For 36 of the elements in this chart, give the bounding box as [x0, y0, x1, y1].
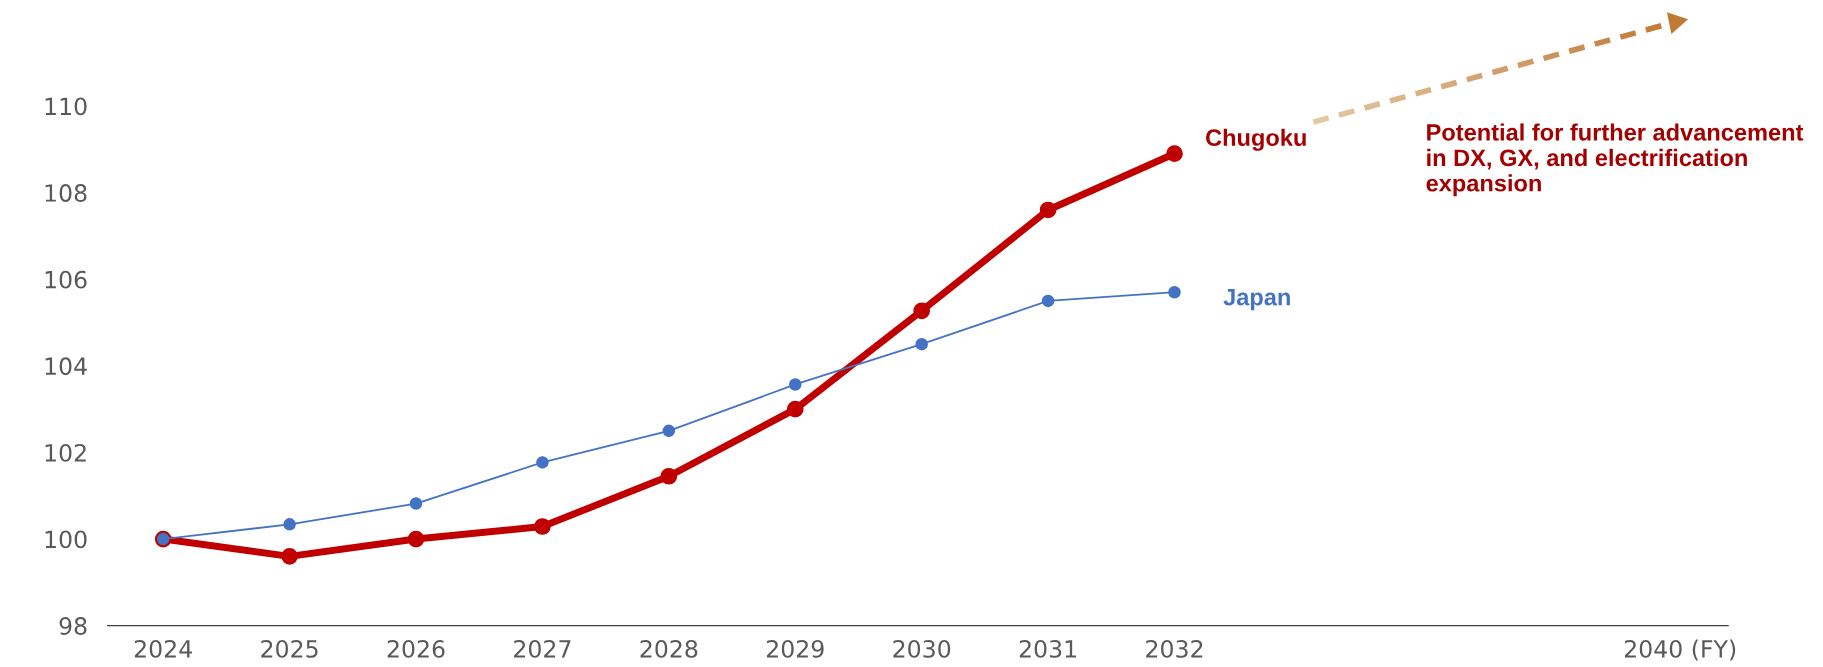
point — [915, 337, 928, 351]
point — [536, 456, 549, 469]
x-tick-label: 2031 — [1019, 639, 1076, 658]
point — [1039, 201, 1057, 219]
point — [1166, 145, 1183, 163]
y-tick-label: 98 — [59, 617, 87, 635]
x-tick-label: 2032 — [1146, 639, 1203, 658]
point — [407, 530, 425, 548]
y-tick-label: 100 — [45, 530, 87, 549]
x-tick-label: 2027 — [514, 639, 571, 658]
annotation: Potential for further advancement in DX, GX, and electrification expansion — [1426, 123, 1804, 197]
x-tick-label: 2040 (FY) — [1624, 639, 1736, 661]
point — [660, 467, 678, 485]
x-tick-label: 2025 — [261, 639, 318, 658]
point — [281, 548, 298, 565]
y-tick-label: 102 — [45, 443, 86, 462]
series-label: Chugoku — [1206, 128, 1306, 151]
y-tick-label: 106 — [45, 270, 87, 289]
x-tick-label: 2028 — [640, 639, 698, 658]
point — [1041, 294, 1055, 308]
y-tick-label: 104 — [45, 357, 87, 376]
x-tick-label: 2030 — [893, 639, 951, 658]
series-label: Japan — [1223, 289, 1290, 311]
point — [534, 518, 551, 535]
point — [1168, 285, 1181, 299]
point — [662, 424, 676, 438]
x-tick-label: 2029 — [766, 639, 824, 658]
x-tick-label: 2024 — [134, 639, 192, 658]
x-tick-label: 2026 — [387, 639, 445, 658]
point — [409, 497, 423, 510]
y-tick-label: 108 — [45, 184, 87, 202]
point — [786, 400, 804, 418]
point — [913, 302, 931, 320]
y-tick-label: 110 — [45, 97, 87, 116]
point — [283, 518, 296, 531]
point — [789, 378, 802, 391]
